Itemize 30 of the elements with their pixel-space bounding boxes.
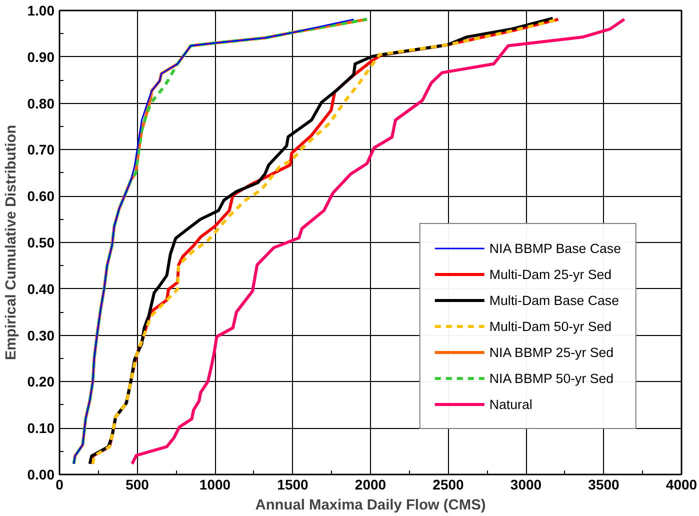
x-tick-label: 3500 [588, 476, 620, 492]
legend-label: NIA BBMP 25-yr Sed [489, 344, 614, 360]
x-tick-label: 1500 [277, 476, 309, 492]
line-series [130, 18, 626, 466]
legend-label: Multi-Dam Base Case [489, 292, 619, 308]
legend-label: Natural [489, 396, 532, 412]
y-tick-label: 0.20 [27, 374, 55, 390]
y-axis-title: Empirical Cumulative Distribution [3, 124, 20, 360]
x-tick-label: 3000 [510, 476, 542, 492]
y-tick-label: 1.00 [27, 2, 55, 18]
x-tick-label: 2500 [432, 476, 464, 492]
x-tick-label: 4000 [666, 476, 698, 492]
y-tick-label: 0.00 [27, 466, 55, 482]
legend-label: Multi-Dam 50-yr Sed [489, 318, 612, 334]
y-tick-label: 0.30 [27, 327, 55, 344]
y-tick-label: 0.50 [27, 234, 55, 250]
y-tick-label: 0.90 [27, 48, 55, 65]
y-tick-label: 0.60 [27, 188, 55, 204]
x-tick-label: 2000 [354, 476, 386, 492]
legend-label: Multi-Dam 25-yr Sed [489, 266, 612, 282]
y-tick-label: 0.10 [27, 420, 55, 436]
legend-label: NIA BBMP Base Case [489, 240, 621, 256]
x-axis-title: Annual Maxima Daily Flow (CMS) [255, 498, 486, 514]
y-tick-label: 0.70 [27, 142, 55, 158]
x-tick-label: 0 [56, 476, 64, 492]
legend-label: NIA BBMP 50-yr Sed [489, 370, 614, 386]
x-tick-label: 1000 [199, 476, 231, 492]
y-tick-label: 0.40 [27, 280, 55, 297]
x-tick-label: 500 [126, 476, 150, 492]
y-tick-label: 0.80 [27, 95, 55, 112]
